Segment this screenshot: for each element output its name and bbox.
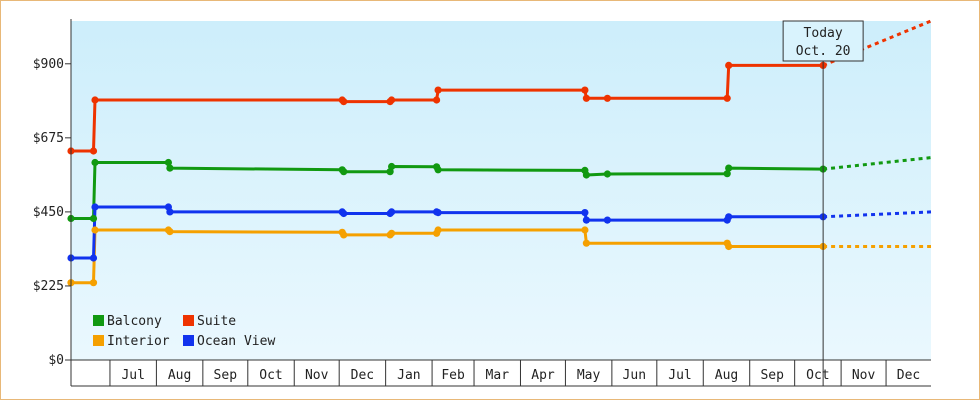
- data-point-balcony: [91, 158, 99, 167]
- x-tick-label: Aug: [168, 368, 191, 383]
- x-tick-label: May: [577, 368, 601, 383]
- legend-label: Ocean View: [197, 334, 275, 349]
- today-label: Today: [804, 26, 843, 41]
- x-tick-label: Apr: [531, 368, 555, 383]
- x-tick-label: Dec: [351, 368, 374, 383]
- today-date-label: Oct. 20: [796, 44, 851, 59]
- data-point-ocean-view: [91, 203, 99, 211]
- y-tick-label: $900: [33, 57, 64, 72]
- data-point-suite: [434, 86, 442, 94]
- legend-label: Interior: [107, 334, 170, 349]
- x-tick-label: Oct: [806, 368, 829, 383]
- data-point-suite: [89, 147, 98, 155]
- today-label-box: [782, 20, 864, 62]
- data-point-interior: [581, 226, 589, 234]
- data-point-interior: [166, 228, 174, 236]
- data-point-balcony: [603, 170, 612, 178]
- forecast-line-ocean-view: [823, 210, 932, 219]
- legend-label: Suite: [197, 314, 236, 329]
- y-tick-label: $450: [33, 205, 64, 220]
- data-point-suite: [582, 94, 591, 102]
- data-point-balcony: [725, 164, 733, 172]
- today-marker: Today Oct. 20: [782, 20, 864, 386]
- data-point-balcony: [89, 214, 98, 223]
- legend-swatch: [183, 335, 194, 346]
- y-tick-label: $225: [33, 279, 64, 294]
- legend-swatch: [183, 315, 194, 326]
- data-point-suite: [388, 96, 396, 104]
- data-point-suite: [340, 98, 348, 106]
- data-point-balcony: [340, 168, 348, 176]
- data-point-suite: [725, 61, 733, 69]
- data-point-balcony: [166, 164, 174, 172]
- data-point-ocean-view: [89, 254, 98, 262]
- data-point-balcony: [582, 171, 591, 179]
- x-tick-label: Nov: [852, 368, 876, 383]
- data-point-interior: [91, 226, 99, 234]
- legend-label: Balcony: [107, 314, 162, 329]
- data-point-suite: [433, 96, 441, 104]
- data-point-ocean-view: [582, 216, 591, 224]
- data-point-suite: [581, 86, 589, 94]
- data-point-interior: [388, 229, 396, 237]
- legend-swatch: [93, 335, 104, 346]
- forecast-line-balcony: [822, 156, 932, 171]
- x-tick-label: Sep: [214, 368, 238, 383]
- data-point-interior: [434, 226, 442, 234]
- x-tick-label: Sep: [760, 368, 784, 383]
- data-point-ocean-view: [434, 209, 442, 217]
- x-tick-label: Jul: [668, 368, 691, 383]
- data-point-balcony: [388, 162, 396, 171]
- plot-background: [71, 21, 931, 360]
- data-point-ocean-view: [166, 208, 174, 216]
- data-point-suite: [91, 96, 99, 104]
- legend-swatch: [93, 315, 104, 326]
- series-markers: [67, 61, 827, 287]
- data-point-suite: [723, 94, 731, 102]
- data-point-balcony: [164, 158, 172, 167]
- data-point-ocean-view: [388, 208, 396, 216]
- data-point-interior: [340, 231, 348, 239]
- x-tick-label: Dec: [897, 368, 920, 383]
- data-point-balcony: [434, 166, 442, 174]
- x-tick-label: Jul: [121, 368, 144, 383]
- x-tick-label: Feb: [441, 368, 465, 383]
- data-point-ocean-view: [603, 216, 612, 224]
- axes: $0 $225 $450 $675 $900 Jul Aug Sep Oct Nov Dec Jan F…: [33, 19, 931, 387]
- data-point-ocean-view: [725, 213, 733, 221]
- data-point-ocean-view: [340, 209, 348, 218]
- x-tick-label: Oct: [259, 368, 282, 383]
- y-tick-label: $0: [48, 353, 64, 368]
- x-tick-label: Jun: [623, 368, 646, 383]
- data-point-ocean-view: [581, 209, 589, 217]
- x-tick-label: Nov: [305, 368, 329, 383]
- y-tick-label: $675: [33, 131, 64, 146]
- data-point-interior: [725, 242, 733, 251]
- x-tick-label: Jan: [397, 368, 420, 383]
- data-point-interior: [89, 279, 98, 287]
- legend: Balcony Suite Interior Ocean View: [93, 314, 275, 349]
- data-point-suite: [603, 94, 612, 102]
- x-tick-label: Aug: [715, 368, 738, 383]
- data-point-interior: [582, 239, 591, 247]
- data-point-balcony: [723, 170, 731, 178]
- x-tick-label: Mar: [486, 368, 510, 383]
